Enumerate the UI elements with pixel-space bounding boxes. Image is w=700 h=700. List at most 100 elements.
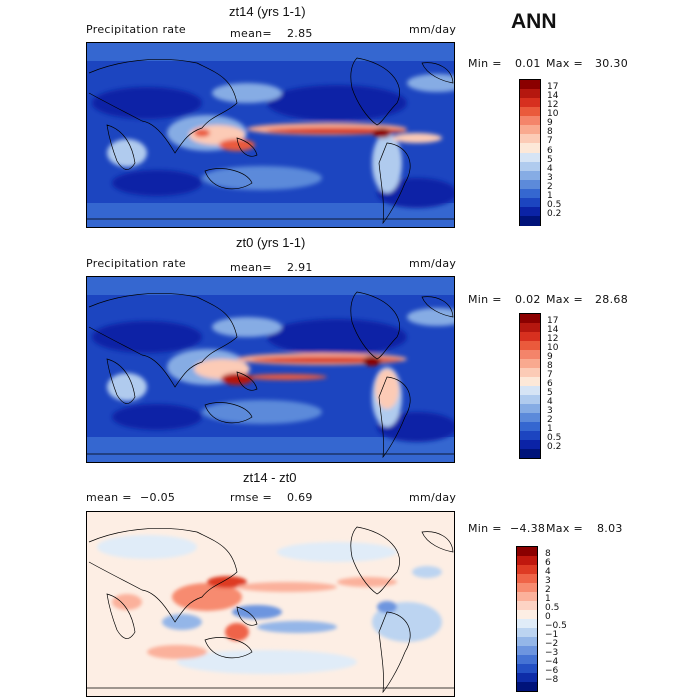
colorbar-swatch [520,116,540,127]
colorbar-swatch [520,98,540,109]
colorbar-tick-label: 3 [545,576,551,586]
colorbar-tick-label: 6 [545,558,551,568]
panel2-coastlines [87,291,454,459]
panel2-max-label: Max = [546,293,583,306]
colorbar-swatch [517,646,537,655]
panel2-map-svg [87,277,454,462]
colorbar-swatch [520,386,540,395]
colorbar-tick-label: −4 [545,657,559,667]
colorbar-tick-label: 3 [547,172,553,183]
panel3-mean-value: −0.05 [140,491,176,504]
colorbar-swatch [520,80,540,90]
panel1-map-svg [87,43,454,227]
panel3-mean-label: mean = [86,491,132,504]
colorbar-swatch [520,89,540,100]
colorbar-swatch [517,610,537,619]
colorbar-swatch [517,583,537,592]
colorbar-tick-label: −8 [545,675,559,685]
panel3-title: zt14 - zt0 [243,470,297,485]
panel2-colorbar [519,313,541,459]
colorbar-tick-label: 3 [547,406,553,416]
panel2-units: mm/day [409,257,457,270]
colorbar-tick-label: 4 [545,567,551,577]
colorbar-swatch [517,673,537,682]
panel1-colorbar [519,79,541,226]
colorbar-swatch [517,664,537,673]
colorbar-tick-label: 2 [547,181,553,192]
panel3-colorbar [516,546,538,692]
colorbar-tick-label: 9 [547,352,553,362]
panel3-max-value: 8.03 [597,522,623,535]
panel1-max-value: 30.30 [595,57,628,70]
colorbar-swatch [520,197,540,208]
colorbar-tick-label: −1 [545,630,559,640]
season-title: ANN [511,10,557,33]
colorbar-tick-label: −3 [545,648,559,658]
colorbar-swatch [520,413,540,422]
colorbar-tick-label: 5 [547,154,553,165]
colorbar-swatch [517,655,537,664]
colorbar-swatch [520,449,540,458]
panel1-units: mm/day [409,23,457,36]
colorbar-tick-label: 8 [547,361,553,371]
panel2-mean-value: 2.91 [287,261,313,274]
colorbar-tick-label: 7 [547,136,553,147]
colorbar-tick-label: 2 [545,585,551,595]
panel1-max-label: Max = [546,57,583,70]
colorbar-tick-label: 0.2 [547,442,562,452]
colorbar-swatch [517,619,537,628]
colorbar-swatch [520,134,540,145]
colorbar-swatch [517,682,537,691]
colorbar-swatch [517,601,537,610]
colorbar-swatch [520,404,540,413]
colorbar-swatch [520,161,540,172]
colorbar-swatch [520,143,540,154]
colorbar-tick-label: 14 [547,325,559,335]
panel3-rmse-value: 0.69 [287,491,313,504]
colorbar-tick-label: 0.5 [547,433,562,443]
colorbar-swatch [520,368,540,377]
colorbar-tick-label: 5 [547,388,553,398]
colorbar-swatch [520,188,540,199]
colorbar-tick-label: 17 [547,82,559,93]
colorbar-swatch [520,440,540,449]
colorbar-tick-label: −0.5 [545,621,567,631]
colorbar-swatch [517,592,537,601]
colorbar-swatch [520,215,540,226]
colorbar-swatch [517,574,537,583]
colorbar-tick-label: 0.2 [547,208,562,219]
colorbar-swatch [520,179,540,190]
colorbar-swatch [520,125,540,136]
colorbar-tick-label: 6 [547,145,553,156]
colorbar-swatch [520,332,540,341]
colorbar-tick-label: −2 [545,639,559,649]
panel1-variable-label: Precipitation rate [86,23,186,36]
panel3-colorbar-labels: 8 6 4 3 2 1 0.5 0 −0.5 −1 −2 −3 −4 −6 −8 [545,546,585,692]
colorbar-tick-label: 10 [547,109,559,120]
panel3-min-value: −4.38 [510,522,546,535]
colorbar-swatch [520,170,540,181]
colorbar-swatch [517,547,537,556]
panel3-units: mm/day [409,491,457,504]
colorbar-swatch [520,422,540,431]
colorbar-tick-label: 9 [547,118,553,129]
colorbar-tick-label: 7 [547,370,553,380]
colorbar-swatch [517,565,537,574]
colorbar-swatch [517,637,537,646]
colorbar-tick-label: 1 [545,594,551,604]
panel3-rmse-label: rmse = [230,491,273,504]
panel3-max-label: Max = [546,522,583,535]
colorbar-swatch [520,152,540,163]
colorbar-swatch [517,628,537,637]
panel3-min-label: Min = [468,522,502,535]
panel2-title: zt0 (yrs 1-1) [236,235,306,250]
panel1-mean-label: mean= [230,27,272,40]
panel1-title: zt14 (yrs 1-1) [229,4,306,19]
colorbar-swatch [520,431,540,440]
colorbar-swatch [520,323,540,332]
colorbar-tick-label: 1 [547,190,553,201]
panel3-map [86,511,455,697]
colorbar-swatch [520,359,540,368]
panel2-min-label: Min = [468,293,502,306]
colorbar-tick-label: 0.5 [545,603,560,613]
